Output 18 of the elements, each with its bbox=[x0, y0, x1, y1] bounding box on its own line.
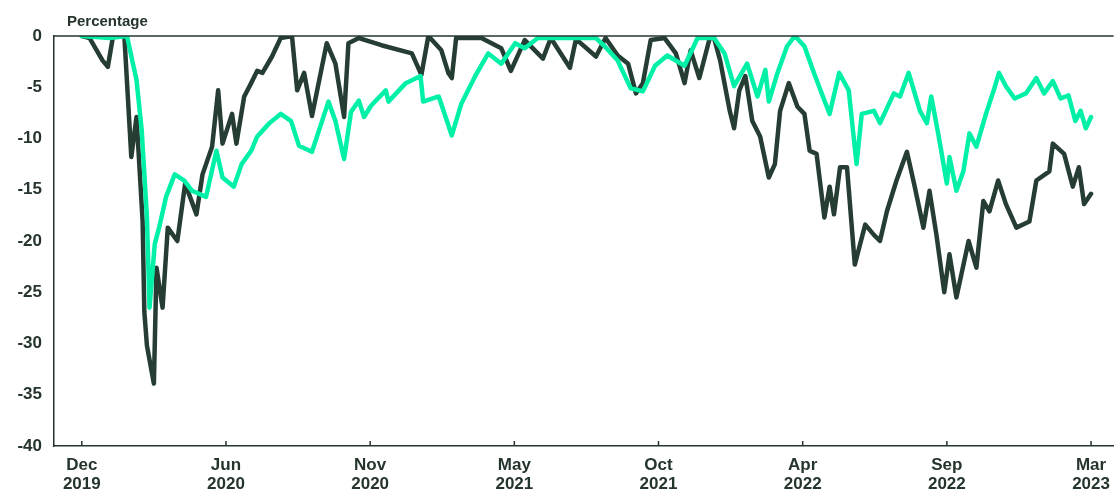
y-tick-label: -15 bbox=[17, 179, 42, 199]
x-tick-label: Apr 2022 bbox=[783, 455, 822, 493]
x-tick-label: Oct 2021 bbox=[639, 455, 678, 493]
y-tick-label: -20 bbox=[17, 230, 42, 250]
x-tick-label: Sep 2022 bbox=[927, 455, 966, 493]
y-tick-label: -25 bbox=[17, 281, 42, 301]
y-axis-title: Percentage bbox=[67, 12, 148, 29]
y-tick-label: 0 bbox=[32, 25, 42, 45]
x-tick-label: Nov 2020 bbox=[351, 455, 390, 493]
y-tick-label: -35 bbox=[17, 384, 42, 404]
x-tick-label: Mar 2023 bbox=[1072, 455, 1110, 493]
y-tick-label: -10 bbox=[17, 128, 42, 148]
x-tick-label: Dec 2019 bbox=[62, 455, 101, 493]
y-tick-label: -30 bbox=[17, 333, 42, 353]
y-tick-label: -40 bbox=[17, 435, 42, 455]
x-tick-label: May 2021 bbox=[495, 455, 534, 493]
x-tick-label: Jun 2020 bbox=[207, 455, 245, 493]
y-tick-label: -5 bbox=[26, 76, 42, 96]
